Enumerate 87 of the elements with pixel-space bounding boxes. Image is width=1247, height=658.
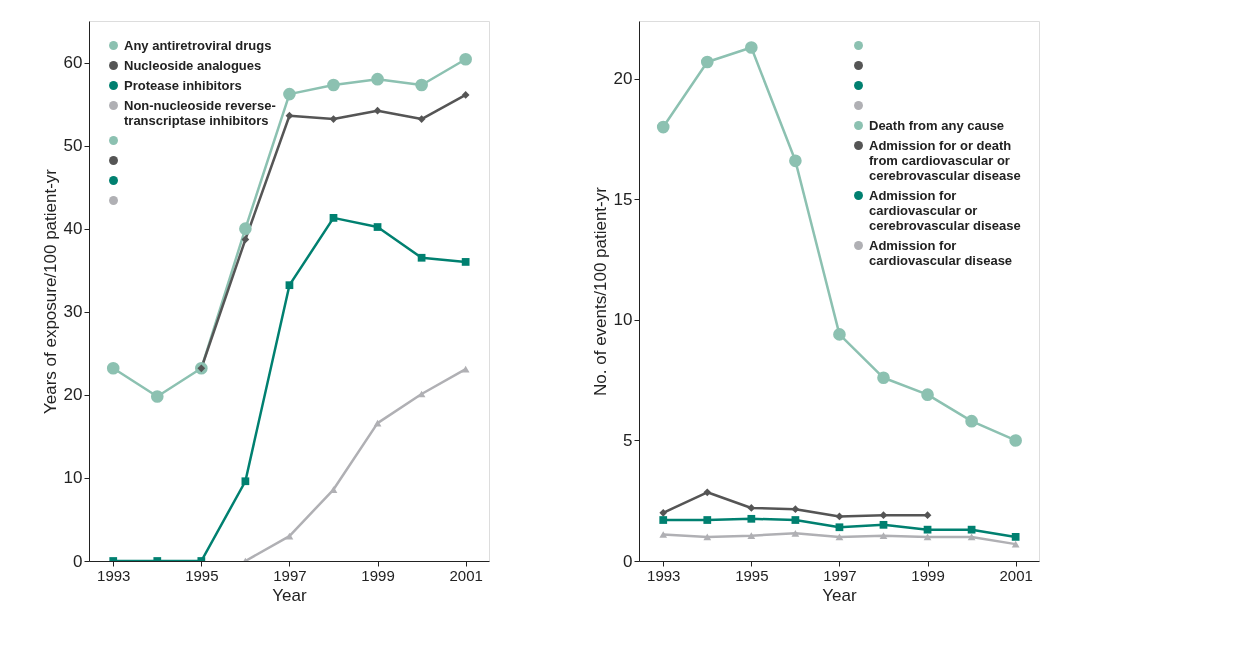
point <box>923 533 932 541</box>
x-tick-label: 1999 <box>361 566 395 584</box>
point <box>150 390 164 403</box>
point <box>656 120 670 134</box>
y-tick-label: 15 <box>613 189 633 209</box>
point <box>659 531 668 538</box>
point <box>703 533 712 541</box>
point <box>329 214 338 222</box>
point <box>700 55 714 69</box>
y-tick-label: 50 <box>63 136 83 156</box>
x-tick-label: 1995 <box>185 566 219 584</box>
x-tick-label: 2001 <box>449 566 483 584</box>
point <box>967 525 976 534</box>
point <box>285 281 294 290</box>
point <box>921 388 934 401</box>
y-tick-label: 0 <box>623 551 633 571</box>
legend-label: Protease inhibitors <box>124 77 242 93</box>
point <box>877 371 890 385</box>
y-tick-label: 5 <box>623 430 633 450</box>
x-tick-label: 1993 <box>97 566 131 584</box>
point <box>371 72 384 86</box>
point <box>791 516 800 524</box>
y-tick-label: 10 <box>63 468 83 488</box>
y-tick-label: 20 <box>63 385 83 405</box>
legend-label: Death from any cause <box>869 117 1005 133</box>
point <box>659 516 668 524</box>
legend-label: Non-nucleoside reverse-transcriptase inhibitors <box>124 97 276 128</box>
x-tick-label: 1999 <box>911 566 945 584</box>
point <box>659 508 668 517</box>
point <box>461 258 470 266</box>
x-axis-title: Year <box>822 585 858 605</box>
point <box>745 41 758 54</box>
y-tick-label: 60 <box>63 53 83 73</box>
point <box>241 235 250 244</box>
point <box>703 516 712 524</box>
legend-label: Any antiretroviral drugs <box>124 37 272 53</box>
y-axis-title: Years of exposure/100 patient-yr <box>40 168 60 415</box>
legend-label: Nucleoside analogues <box>124 57 262 73</box>
point <box>703 488 712 497</box>
point <box>241 477 250 486</box>
point <box>327 78 340 92</box>
point <box>459 52 472 66</box>
legend-label: Admission for cardiovascular or cerebrovascular disease <box>869 187 1021 233</box>
point <box>789 154 802 168</box>
point <box>1009 434 1022 447</box>
point <box>835 512 844 521</box>
legend-label: Admission for or death from cardiovascular or cerebrovascular disease <box>869 137 1021 183</box>
point <box>965 414 978 428</box>
point <box>417 253 426 262</box>
point <box>239 222 252 235</box>
point <box>967 533 976 541</box>
point <box>415 78 428 92</box>
point <box>1011 533 1020 541</box>
point <box>747 504 756 512</box>
point <box>879 520 888 529</box>
y-tick-label: 10 <box>613 310 633 330</box>
y-tick-label: 20 <box>613 69 633 89</box>
point <box>879 511 888 520</box>
point <box>283 87 296 101</box>
point <box>791 505 800 514</box>
x-tick-label: 1995 <box>735 566 769 584</box>
y-tick-label: 30 <box>63 302 83 322</box>
point <box>417 115 426 123</box>
point <box>923 525 932 534</box>
point <box>833 328 846 341</box>
point <box>923 511 932 520</box>
point <box>373 223 382 231</box>
point <box>373 106 382 115</box>
point <box>285 111 294 120</box>
point <box>879 532 888 540</box>
y-tick-label: 0 <box>73 551 83 571</box>
point <box>106 361 120 375</box>
x-axis-title: Year <box>272 585 308 605</box>
point <box>791 529 800 537</box>
x-tick-label: 1997 <box>273 566 307 584</box>
x-tick-label: 1993 <box>647 566 681 584</box>
point <box>835 533 844 541</box>
x-tick-label: 1997 <box>823 566 857 584</box>
y-axis-title: No. of events/100 patient-yr <box>590 186 610 396</box>
point <box>835 523 844 532</box>
legend-label: Admission for cardiovascular disease <box>869 237 1013 268</box>
x-tick-label: 2001 <box>999 566 1033 584</box>
point <box>747 514 756 523</box>
point <box>461 91 470 99</box>
point <box>329 115 338 123</box>
point <box>747 532 756 540</box>
y-tick-label: 40 <box>63 219 83 239</box>
